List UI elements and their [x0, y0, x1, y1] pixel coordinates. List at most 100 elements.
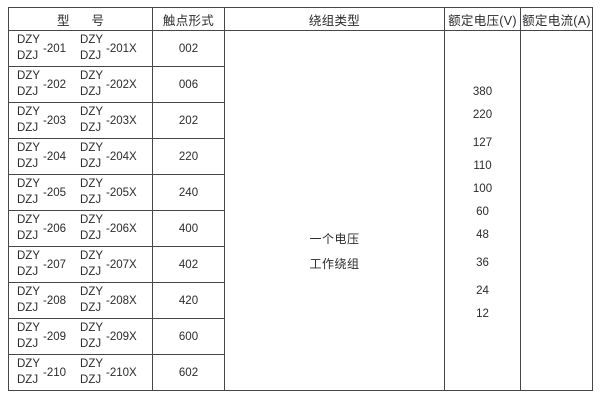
cell-contact-form: 420: [152, 282, 225, 319]
model-prefix-top: DZY: [80, 213, 104, 226]
cell-contact-form: 006: [152, 66, 225, 103]
model-group-variant: DZY DZJ -208X: [80, 285, 137, 316]
model-suffix: -206X: [106, 222, 137, 235]
cell-model: DZY DZJ -210 DZY DZJ -210X: [8, 354, 153, 391]
rated-voltage-value: 127: [472, 137, 493, 149]
model-prefix-top: DZY: [80, 69, 104, 82]
rated-voltage-value: 48: [476, 229, 489, 241]
header-rated-current: 额定电流(A): [520, 7, 593, 31]
model-prefix-top: DZY: [17, 213, 40, 226]
model-prefix-bottom: DZJ: [80, 85, 102, 98]
model-group-variant: DZY DZJ -206X: [80, 213, 137, 244]
header-model-char-1: 型: [56, 13, 70, 28]
rated-voltage-value: 24: [476, 285, 489, 297]
model-prefix-bottom: DZJ: [80, 121, 102, 134]
model-suffix: -208: [43, 294, 67, 307]
model-prefix-top: DZY: [80, 249, 104, 262]
model-prefix-bottom: DZJ: [80, 229, 102, 242]
table-row: DZY DZJ -204 DZY DZJ -204X: [8, 138, 593, 175]
model-group-base: DZY DZJ -207: [17, 249, 66, 280]
model-prefix-top: DZY: [17, 69, 40, 82]
header-model: 型号: [8, 7, 153, 31]
rated-voltage-value: 36: [476, 257, 489, 269]
model-prefix-top: DZY: [17, 177, 40, 190]
table-row: DZY DZJ -207 DZY DZJ -207X: [8, 246, 593, 283]
table-header-row: 型号 触点形式 绕组类型 额定电压(V) 额定电流(A): [8, 7, 593, 31]
model-group-variant: DZY DZJ -205X: [80, 177, 137, 208]
table-row: DZY DZJ -209 DZY DZJ -209X: [8, 318, 593, 355]
model-prefix-bottom: DZJ: [17, 337, 39, 350]
model-suffix: -205: [43, 186, 67, 199]
model-suffix: -201: [43, 42, 67, 55]
model-prefix-top: DZY: [17, 105, 40, 118]
rated-voltage-value: 100: [472, 183, 493, 195]
cell-rated-voltage-merged: 380 220 127 110 100 60 48 36 24 12: [444, 30, 521, 391]
model-prefix-bottom: DZJ: [17, 229, 39, 242]
model-prefix-top: DZY: [80, 285, 104, 298]
model-prefix-top: DZY: [17, 141, 40, 154]
model-group-base: DZY DZJ -209: [17, 321, 66, 352]
cell-contact-form: 602: [152, 354, 225, 391]
model-suffix: -206: [43, 222, 67, 235]
model-prefix-bottom: DZJ: [17, 49, 39, 62]
model-prefix-bottom: DZJ: [80, 301, 102, 314]
model-prefix-bottom: DZJ: [17, 301, 39, 314]
model-prefix-bottom: DZJ: [17, 157, 39, 170]
cell-contact-form: 240: [152, 174, 225, 211]
table-row: DZY DZJ -201 DZY DZJ -201X: [8, 30, 593, 391]
model-prefix-top: DZY: [80, 105, 104, 118]
cell-model: DZY DZJ -202 DZY DZJ -202X: [8, 66, 153, 103]
header-winding-type: 绕组类型: [224, 7, 445, 31]
model-prefix-top: DZY: [80, 177, 104, 190]
cell-model: DZY DZJ -209 DZY DZJ -209X: [8, 318, 153, 355]
model-group-base: DZY DZJ -204: [17, 141, 66, 172]
header-rated-voltage: 额定电压(V): [444, 7, 521, 31]
model-group-variant: DZY DZJ -202X: [80, 69, 137, 100]
model-suffix: -205X: [106, 186, 137, 199]
rated-voltage-value: 380: [472, 86, 493, 98]
model-prefix-bottom: DZJ: [17, 373, 39, 386]
model-suffix: -202: [43, 78, 67, 91]
table-row: DZY DZJ -202 DZY DZJ -202X: [8, 66, 593, 103]
model-group-variant: DZY DZJ -204X: [80, 141, 137, 172]
cell-contact-form: 400: [152, 210, 225, 247]
model-group-variant: DZY DZJ -203X: [80, 105, 137, 136]
cell-winding-type-merged: 一个电压 工作绕组: [224, 30, 445, 391]
model-prefix-bottom: DZJ: [80, 193, 102, 206]
cell-model: DZY DZJ -205 DZY DZJ -205X: [8, 174, 153, 211]
cell-contact-form: 220: [152, 138, 225, 175]
cell-model: DZY DZJ -208 DZY DZJ -208X: [8, 282, 153, 319]
model-prefix-top: DZY: [80, 321, 104, 334]
model-prefix-bottom: DZJ: [17, 265, 39, 278]
rated-voltage-value: 220: [472, 109, 493, 121]
model-prefix-bottom: DZJ: [80, 49, 102, 62]
model-suffix: -202X: [106, 78, 137, 91]
model-prefix-top: DZY: [17, 249, 40, 262]
model-suffix: -201X: [106, 42, 137, 55]
model-prefix-top: DZY: [17, 321, 40, 334]
cell-model: DZY DZJ -203 DZY DZJ -203X: [8, 102, 153, 139]
model-suffix: -210: [43, 366, 67, 379]
cell-model: DZY DZJ -206 DZY DZJ -206X: [8, 210, 153, 247]
model-suffix: -207: [43, 258, 67, 271]
winding-type-line-1: 一个电压: [309, 232, 360, 246]
cell-rated-current-merged: [520, 30, 593, 391]
cell-contact-form: 202: [152, 102, 225, 139]
model-prefix-top: DZY: [17, 357, 40, 370]
model-suffix: -209: [43, 330, 67, 343]
model-suffix: -204X: [106, 150, 137, 163]
table-row: DZY DZJ -208 DZY DZJ -208X: [8, 282, 593, 319]
model-group-base: DZY DZJ -201: [17, 33, 66, 64]
table-row: DZY DZJ -205 DZY DZJ -205X: [8, 174, 593, 211]
model-group-variant: DZY DZJ -209X: [80, 321, 137, 352]
relay-specification-table: 型号 触点形式 绕组类型 额定电压(V) 额定电流(A) DZY DZJ: [8, 7, 593, 391]
table-body: DZY DZJ -201 DZY DZJ -201X: [8, 30, 593, 391]
table-row: DZY DZJ -203 DZY DZJ -203X: [8, 102, 593, 139]
cell-model: DZY DZJ -201 DZY DZJ -201X: [8, 30, 153, 67]
model-group-base: DZY DZJ -208: [17, 285, 66, 316]
model-prefix-bottom: DZJ: [17, 121, 39, 134]
rated-voltage-value: 110: [473, 160, 492, 172]
model-group-variant: DZY DZJ -207X: [80, 249, 137, 280]
model-prefix-top: DZY: [17, 285, 40, 298]
